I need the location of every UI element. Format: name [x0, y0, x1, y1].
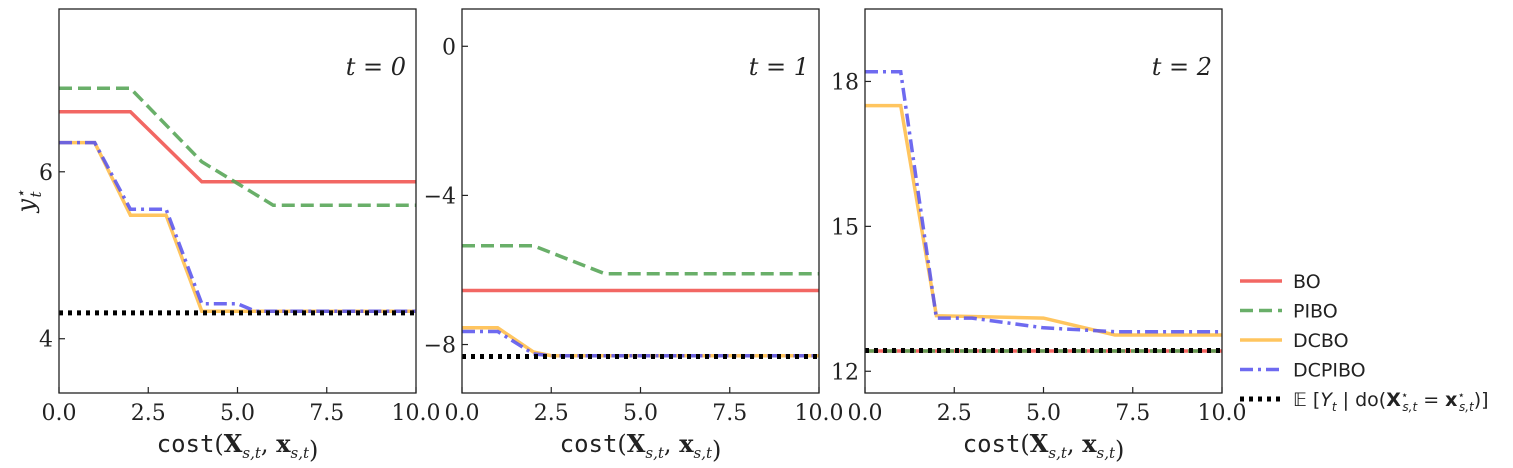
series-group [462, 243, 819, 359]
series-line-pibo [462, 243, 819, 276]
x-tick-label: 10.0 [392, 401, 441, 426]
x-tick-label: 2.5 [131, 401, 166, 426]
series-line-dcbo [865, 103, 1222, 337]
legend-entry-bo: BO [1240, 271, 1321, 293]
legend-label: DCPIBO [1293, 360, 1366, 382]
x-tick-label: 10.0 [795, 401, 844, 426]
legend-label: DCBO [1293, 330, 1349, 352]
legend-label: PIBO [1293, 301, 1338, 323]
series-line-dcpibo [59, 140, 416, 313]
y-tick-label: 6 [39, 161, 53, 186]
y-axis-label: y⋆t [12, 190, 45, 214]
x-tick-label: 5.0 [623, 401, 658, 426]
y-tick-label: −8 [424, 334, 456, 359]
x-tick-label: 2.5 [534, 401, 569, 426]
legend-label: 𝔼 [Yt | do(X⋆ s,t = x⋆ s,t)] [1293, 388, 1489, 414]
panel-annotation: t = 0 [346, 53, 406, 81]
x-axis-label: cost(Xs,t, xs,t) [560, 429, 722, 464]
x-tick-label: 5.0 [1026, 401, 1061, 426]
x-axis-label: cost(Xs,t, xs,t) [963, 429, 1125, 464]
x-tick-label: 0.0 [848, 401, 883, 426]
panel-annotation: t = 1 [749, 53, 809, 81]
series-line-dcpibo [462, 329, 819, 358]
y-tick-label: 0 [442, 35, 456, 60]
y-tick-label: 12 [831, 360, 859, 385]
x-tick-label: 5.0 [220, 401, 255, 426]
y-tick-label: −4 [424, 184, 456, 209]
legend-entry-dcbo: DCBO [1240, 330, 1349, 352]
legend-entry-pibo: PIBO [1240, 301, 1338, 323]
x-tick-label: 7.5 [1115, 401, 1150, 426]
y-tick-label: 4 [39, 328, 53, 353]
series-line-pibo [59, 86, 416, 207]
x-tick-label: 0.0 [445, 401, 480, 426]
series-group [59, 86, 416, 316]
legend: BO PIBO DCBO DCPIBO 𝔼 [Yt | do(X⋆ s,t = x⋆ s,t… [1240, 271, 1489, 414]
x-tick-label: 7.5 [309, 401, 344, 426]
series-group [865, 70, 1222, 353]
x-tick-label: 7.5 [712, 401, 747, 426]
legend-entry-e-y-t-do-x-s-t-x-s-t: 𝔼 [Yt | do(X⋆ s,t = x⋆ s,t)] [1240, 388, 1489, 414]
series-line-dcpibo [865, 70, 1222, 334]
panel-1: 0.0 2.5 5.0 7.5 10.0 0 −4 −8 t = 1 cost(Xs,t, xs,… [424, 8, 844, 464]
series-line-bo [59, 109, 416, 184]
x-tick-label: 10.0 [1198, 401, 1247, 426]
panel-2: 0.0 2.5 5.0 7.5 10.0 12 15 18 t = 2 cost(Xs,t, xs… [831, 8, 1247, 464]
y-tick-label: 18 [831, 70, 859, 95]
chart-panels: 0.0 2.5 5.0 7.5 10.0 4 6 t = 0 cost(Xs,t, xs,t) y… [12, 8, 1247, 464]
x-axis-label: cost(Xs,t, xs,t) [157, 429, 319, 464]
panel-annotation: t = 2 [1152, 53, 1212, 81]
x-tick-label: 2.5 [937, 401, 972, 426]
y-tick-label: 15 [831, 215, 859, 240]
panel-0: 0.0 2.5 5.0 7.5 10.0 4 6 t = 0 cost(Xs,t, xs,t) y… [12, 8, 441, 464]
legend-label: BO [1293, 271, 1321, 293]
x-tick-label: 0.0 [42, 401, 77, 426]
legend-entry-dcpibo: DCPIBO [1240, 360, 1366, 382]
series-line-dcbo [59, 140, 416, 313]
